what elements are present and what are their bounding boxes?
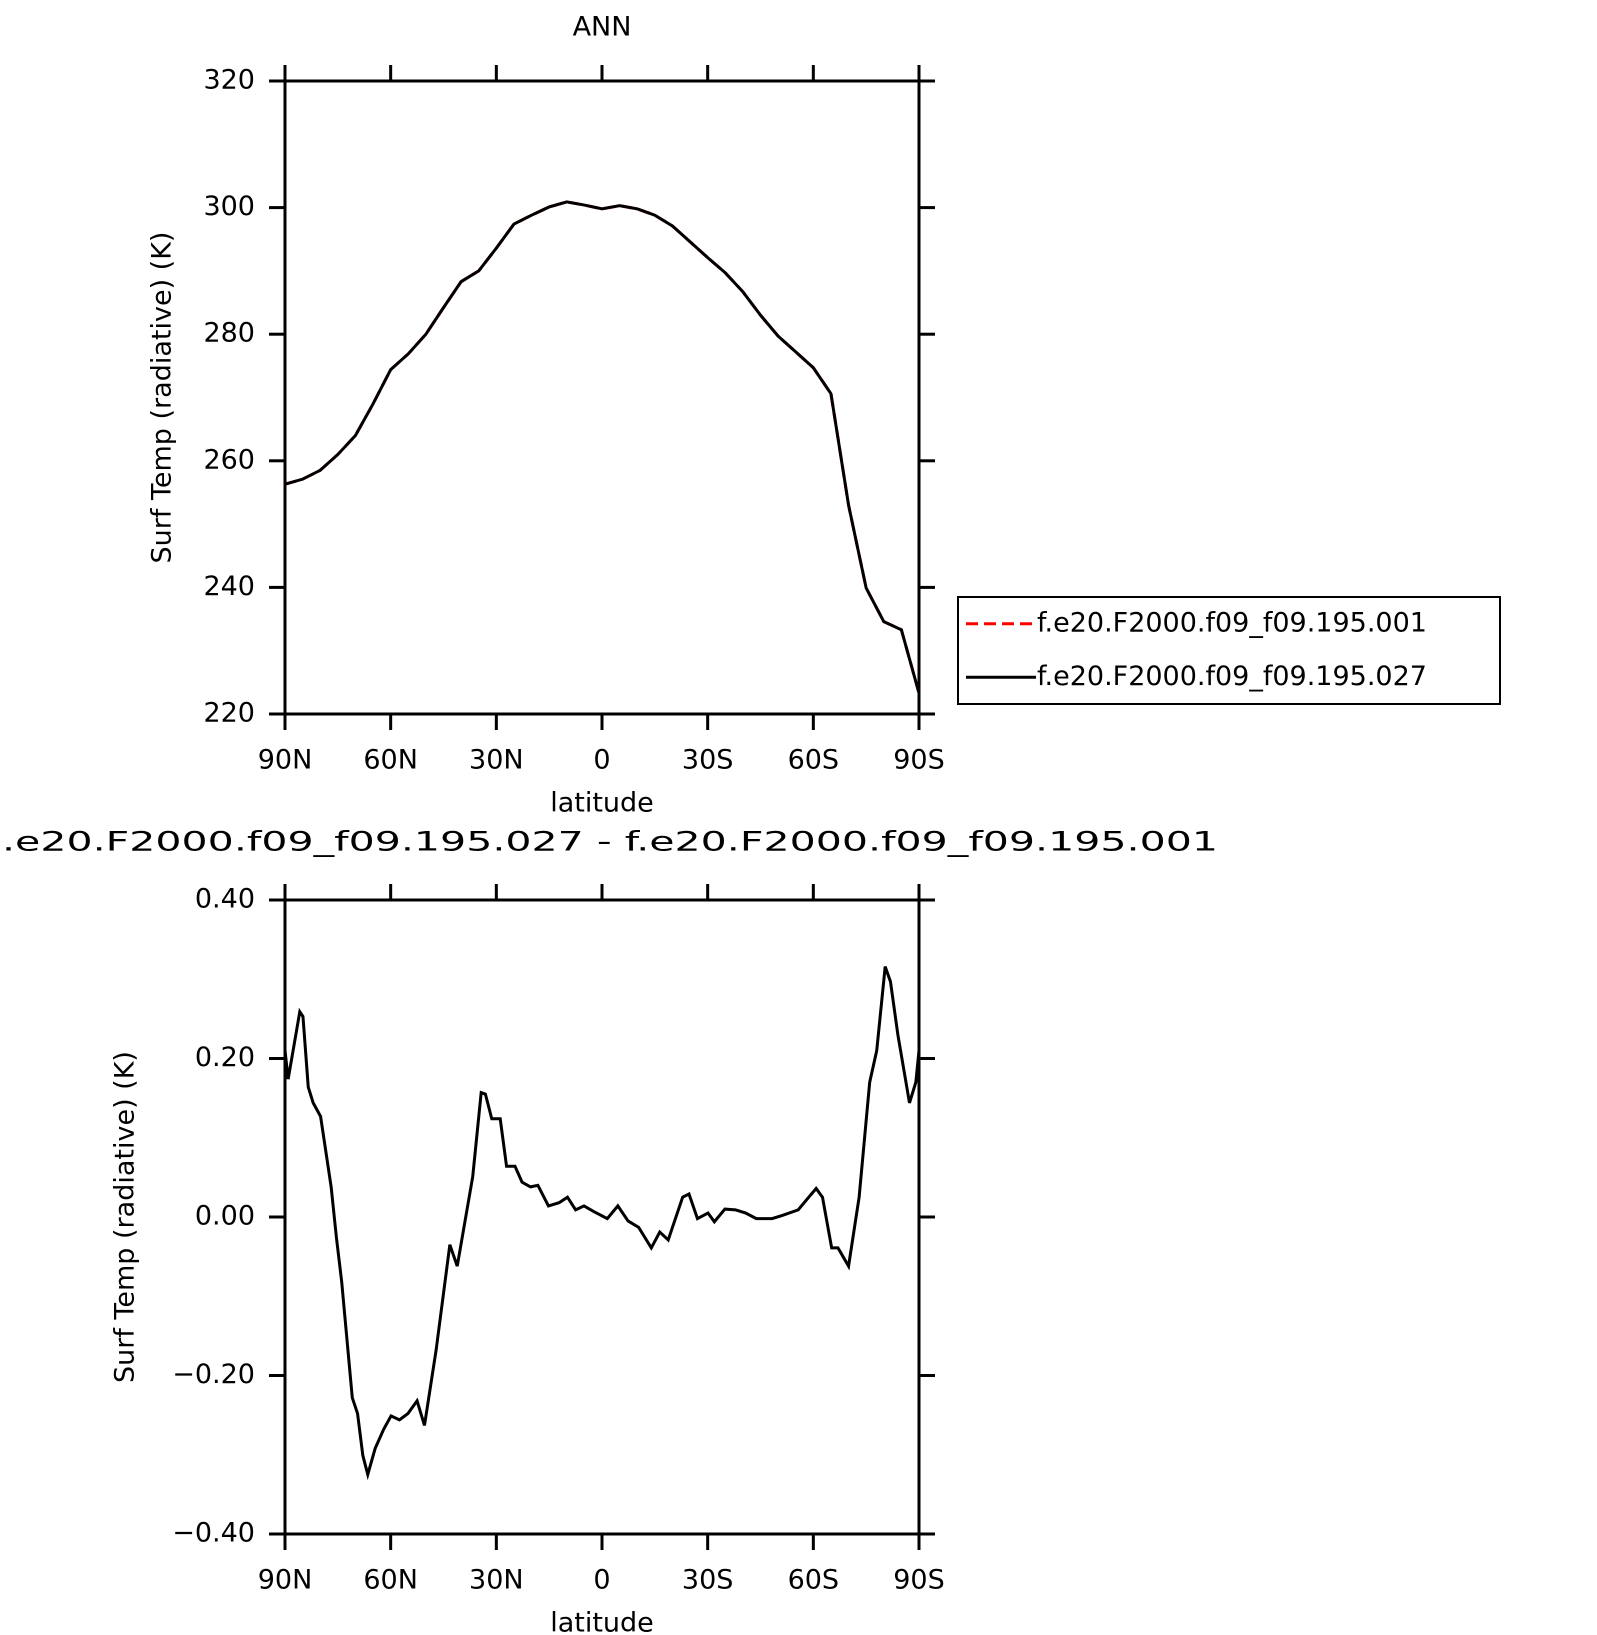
legend-box	[957, 596, 1501, 705]
x-tick-label: 0	[593, 1565, 610, 1596]
x-tick-label: 90N	[258, 745, 313, 776]
x-tick-label: 90N	[258, 1565, 313, 1596]
x-tick-label: 60N	[363, 745, 418, 776]
y-tick-label: 0.40	[195, 884, 255, 915]
legend-label: f.e20.F2000.f09_f09.195.001	[1037, 607, 1427, 638]
chart-title: ANN	[573, 12, 632, 43]
data-line	[284, 200, 921, 694]
x-tick-label: 90S	[893, 1565, 945, 1596]
x-tick-label: 60S	[788, 745, 840, 776]
x-tick-label: 60S	[788, 1565, 840, 1596]
x-tick-label: 30N	[469, 745, 524, 776]
y-tick-label: −0.40	[172, 1518, 255, 1549]
y-tick-label: 280	[203, 318, 255, 349]
y-axis-label: Surf Temp (radiative) (K)	[147, 232, 178, 564]
x-tick-label: 30S	[682, 745, 734, 776]
x-tick-label: 0	[593, 745, 610, 776]
x-tick-label: 30N	[469, 1565, 524, 1596]
y-tick-label: 220	[203, 698, 255, 729]
plot-frame	[283, 79, 921, 716]
y-axis-label: Surf Temp (radiative) (K)	[110, 1051, 141, 1383]
data-line	[283, 966, 921, 1481]
chart-title: .e20.F2000.f09_f09.195.027 - f.e20.F2000…	[2, 827, 1218, 858]
y-tick-label: 0.20	[195, 1042, 255, 1073]
y-tick-label: 320	[203, 65, 255, 96]
y-tick-label: 300	[203, 191, 255, 222]
x-tick-label: 30S	[682, 1565, 734, 1596]
x-axis-label: latitude	[550, 788, 654, 819]
y-tick-label: 0.00	[195, 1201, 255, 1232]
y-tick-label: −0.20	[172, 1359, 255, 1390]
x-tick-label: 60N	[363, 1565, 418, 1596]
x-axis-label: latitude	[550, 1608, 654, 1635]
legend-label: f.e20.F2000.f09_f09.195.027	[1037, 661, 1427, 692]
y-tick-label: 260	[203, 444, 255, 475]
data-line	[284, 200, 921, 694]
x-tick-label: 90S	[893, 745, 945, 776]
y-tick-label: 240	[203, 571, 255, 602]
